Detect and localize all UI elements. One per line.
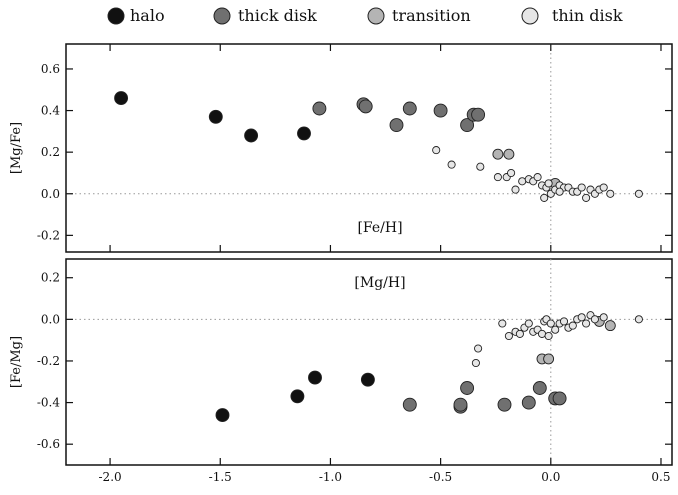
point-halo <box>114 91 129 106</box>
point-halo <box>244 128 259 143</box>
panel-bottom-xlabel: [Mg/H] <box>354 275 405 291</box>
panel-bottom-xtick-label: -1.5 <box>209 470 232 484</box>
panel-bottom-ytick-label: 0.2 <box>41 271 60 285</box>
point-thin-disk <box>582 193 591 202</box>
panel-top-ylabel: [Mg/Fe] <box>9 122 24 174</box>
point-thin-disk <box>533 173 542 182</box>
point-thick-disk <box>453 397 468 412</box>
point-thin-disk <box>432 146 441 155</box>
point-thick-disk <box>402 397 417 412</box>
point-transition <box>543 353 555 365</box>
point-thin-disk <box>551 325 560 334</box>
legend-marker-transition <box>367 7 385 25</box>
point-thin-disk <box>568 321 577 330</box>
point-thin-disk <box>577 183 586 192</box>
panel-bottom-xtick-label: -1.0 <box>319 470 342 484</box>
panel-top-xlabel: [Fe/H] <box>357 220 402 236</box>
point-thick-disk <box>497 397 512 412</box>
point-thin-disk <box>507 168 516 178</box>
point-thick-disk <box>389 118 404 133</box>
point-thin-disk <box>476 162 485 171</box>
point-thin-disk <box>537 329 547 338</box>
point-transition <box>503 148 515 160</box>
point-thin-disk <box>511 185 520 194</box>
point-thin-disk <box>447 160 456 169</box>
legend: halo thick disk transition thin disk <box>107 6 623 25</box>
panel-bottom-xtick-label: -0.5 <box>429 470 452 484</box>
panel-top-ytick-label: 0.4 <box>41 104 60 118</box>
point-thin-disk <box>498 319 507 328</box>
panel-top-frame <box>65 43 673 253</box>
legend-label-thick-disk: thick disk <box>238 6 317 25</box>
point-thin-disk <box>599 183 608 192</box>
panel-mg-fe: 0.6 0.4 0.2 0.0 -0.2 [Fe/H] [Mg/Fe] <box>9 43 673 253</box>
point-thin-disk <box>544 331 553 341</box>
legend-label-thin-disk: thin disk <box>552 6 623 25</box>
panel-bottom-frame <box>65 258 673 466</box>
panel-bottom-ytick-label: 0.0 <box>41 312 60 326</box>
legend-label-halo: halo <box>130 6 165 25</box>
point-halo <box>208 109 223 124</box>
point-thin-disk <box>515 329 524 338</box>
point-thin-disk <box>524 319 533 328</box>
point-transition <box>604 320 616 332</box>
point-halo <box>297 126 311 141</box>
point-thin-disk <box>599 313 608 322</box>
point-halo <box>308 370 322 385</box>
point-thin-disk <box>634 189 643 198</box>
panel-bottom-ylabel: [Fe/Mg] <box>9 336 24 388</box>
point-thin-disk <box>606 189 615 198</box>
point-thin-disk <box>544 179 553 188</box>
legend-marker-thin-disk <box>521 7 539 25</box>
panel-top-ytick-label: -0.2 <box>37 228 60 242</box>
panel-top-ytick-label: 0.6 <box>41 62 60 76</box>
legend-marker-thick-disk <box>213 7 231 25</box>
point-thin-disk <box>559 317 569 326</box>
point-thin-disk <box>493 173 502 182</box>
point-thick-disk <box>402 101 417 116</box>
point-transition <box>492 148 504 160</box>
point-thin-disk <box>471 358 480 368</box>
point-thick-disk <box>552 391 567 406</box>
point-thick-disk <box>358 99 373 114</box>
point-thin-disk <box>555 187 564 196</box>
panel-bottom-ytick-label: -0.6 <box>37 437 60 451</box>
legend-label-transition: transition <box>392 6 471 25</box>
point-thin-disk <box>577 313 586 322</box>
panel-bottom-ytick-label: -0.2 <box>37 354 60 368</box>
point-thin-disk <box>582 319 591 328</box>
point-thick-disk <box>460 381 475 395</box>
point-thin-disk <box>546 319 555 328</box>
point-thick-disk <box>471 107 486 122</box>
panel-bottom-xtick-label: 0.5 <box>651 470 670 484</box>
point-halo <box>215 408 230 423</box>
point-thin-disk <box>504 331 513 341</box>
point-thick-disk <box>521 395 536 410</box>
panel-top-ytick-label: 0.2 <box>41 145 60 159</box>
point-halo <box>290 389 305 404</box>
point-thick-disk <box>532 381 547 395</box>
point-thin-disk <box>634 315 643 324</box>
point-thin-disk <box>474 344 483 353</box>
point-thin-disk <box>518 177 527 186</box>
point-thick-disk <box>460 118 475 133</box>
panel-bottom-xtick-label: 0.0 <box>541 470 560 484</box>
panel-top-ytick-label: 0.0 <box>41 187 60 201</box>
point-thin-disk <box>540 193 549 202</box>
panel-fe-mg: 0.2 0.0 -0.2 -0.4 -0.6 -2.0 -1.5 -1.0 -0.5 0.0 0.… <box>9 258 673 484</box>
panel-bottom-ytick-label: -0.4 <box>37 396 61 410</box>
point-thick-disk <box>312 101 327 116</box>
panel-bottom-xtick-label: -2.0 <box>99 470 122 484</box>
point-thin-disk <box>590 315 599 324</box>
point-halo <box>360 372 375 387</box>
legend-marker-halo <box>107 7 125 25</box>
point-thick-disk <box>433 103 448 118</box>
